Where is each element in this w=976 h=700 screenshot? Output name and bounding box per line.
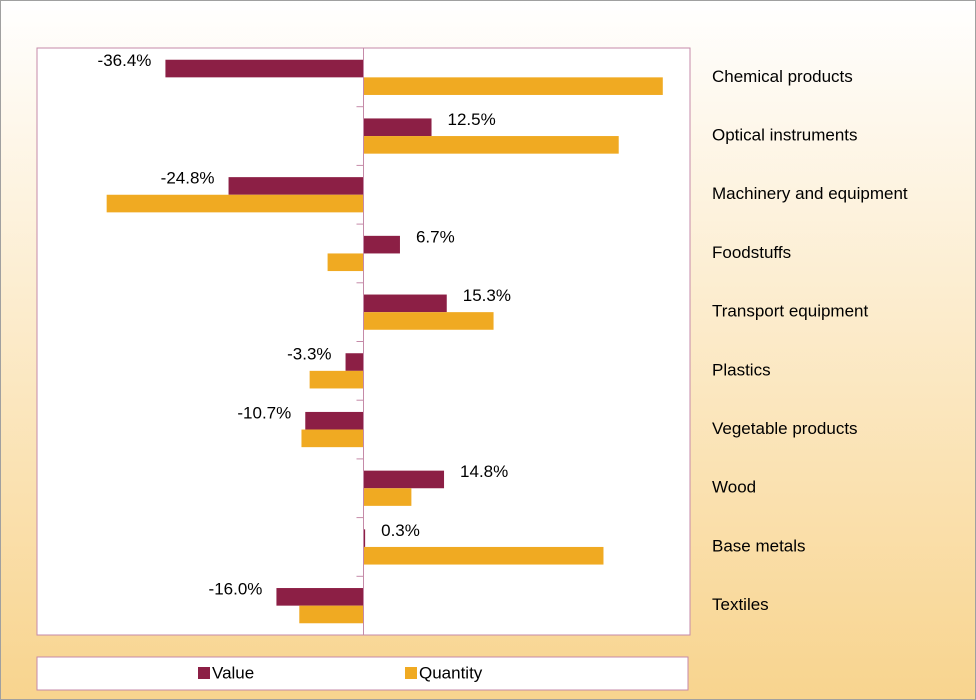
bar [363,546,604,565]
bar [305,411,364,430]
bar [345,353,364,371]
bar [301,429,364,448]
legend-box [36,656,689,691]
bar [363,529,366,547]
category-label: Foodstuffs [712,243,791,262]
legend-label: Quantity [419,663,483,682]
bar [363,118,432,137]
bar [106,194,364,213]
category-label: Vegetable products [712,419,858,438]
bar [363,294,447,313]
legend-swatch [198,667,210,679]
data-label: -10.7% [237,403,291,422]
data-label: -16.0% [209,580,263,599]
category-label: Plastics [712,360,771,379]
bar [363,488,412,506]
bar [363,136,619,154]
category-label: Base metals [712,536,806,555]
data-label: -36.4% [98,51,152,70]
bar [276,588,364,606]
data-label: -24.8% [161,169,215,188]
category-label: Machinery and equipment [712,184,908,203]
data-label: 15.3% [463,286,511,305]
data-label: 14.8% [460,462,508,481]
bar [299,605,364,624]
data-label: 12.5% [448,110,496,129]
data-label: -3.3% [287,345,331,364]
bar [327,253,364,272]
category-label: Wood [712,478,756,497]
data-label: 0.3% [381,521,420,540]
bar [165,59,364,78]
bar [309,370,364,389]
bar [363,77,663,95]
bar [363,235,400,254]
legend-label: Value [212,663,254,682]
category-label: Textiles [712,595,769,614]
bar [363,312,494,330]
bar [363,470,445,489]
bar [228,177,364,195]
category-label: Chemical products [712,67,853,86]
data-label: 6.7% [416,227,455,246]
legend-swatch [405,667,417,679]
category-label: Transport equipment [712,302,869,321]
category-label: Optical instruments [712,126,858,145]
